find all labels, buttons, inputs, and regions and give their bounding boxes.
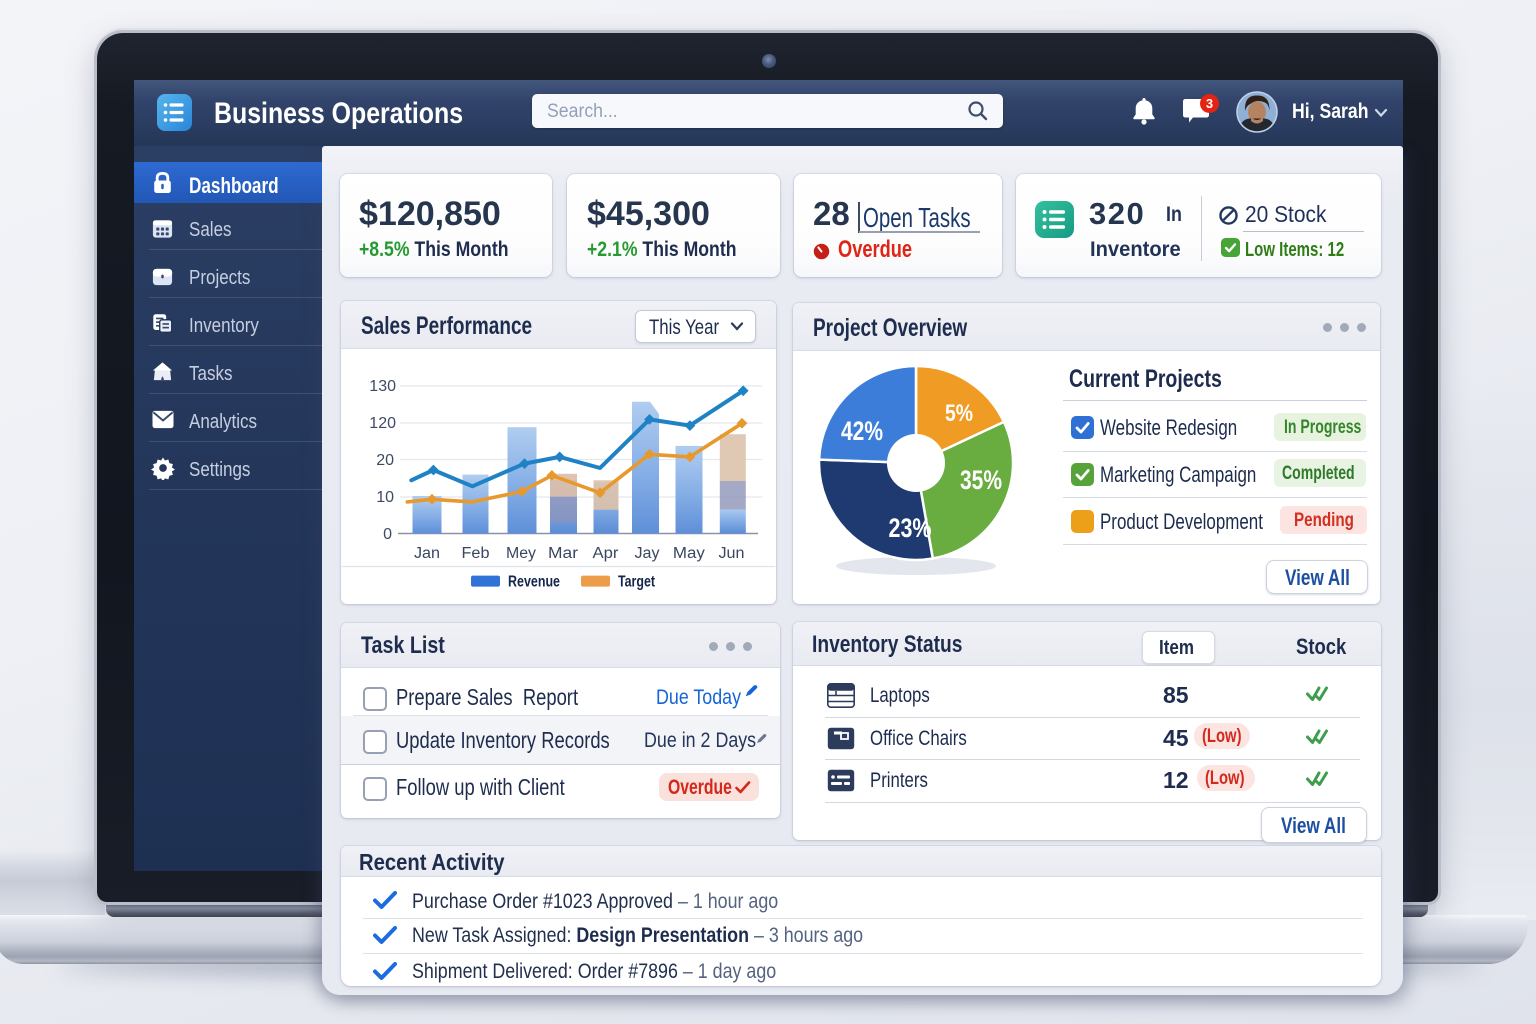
svg-text:Revenue: Revenue [508,574,560,591]
svg-text:10: 10 [376,489,394,506]
svg-text:130: 130 [369,378,396,395]
svg-text:20: 20 [376,452,394,469]
svg-text:Jay: Jay [635,545,660,562]
svg-text:Jun: Jun [719,545,745,562]
svg-text:5%: 5% [945,400,973,427]
svg-text:Apr: Apr [593,545,619,562]
svg-text:Mar: Mar [548,545,578,562]
svg-text:Feb: Feb [462,545,490,562]
svg-text:42%: 42% [841,416,883,446]
svg-text:23%: 23% [889,513,932,543]
svg-text:120: 120 [369,415,396,432]
svg-text:35%: 35% [960,465,1002,495]
svg-text:Target: Target [618,574,656,591]
svg-text:Jan: Jan [414,545,440,562]
svg-text:0: 0 [383,526,392,543]
svg-text:Mey: Mey [506,545,536,562]
svg-text:May: May [673,545,705,562]
